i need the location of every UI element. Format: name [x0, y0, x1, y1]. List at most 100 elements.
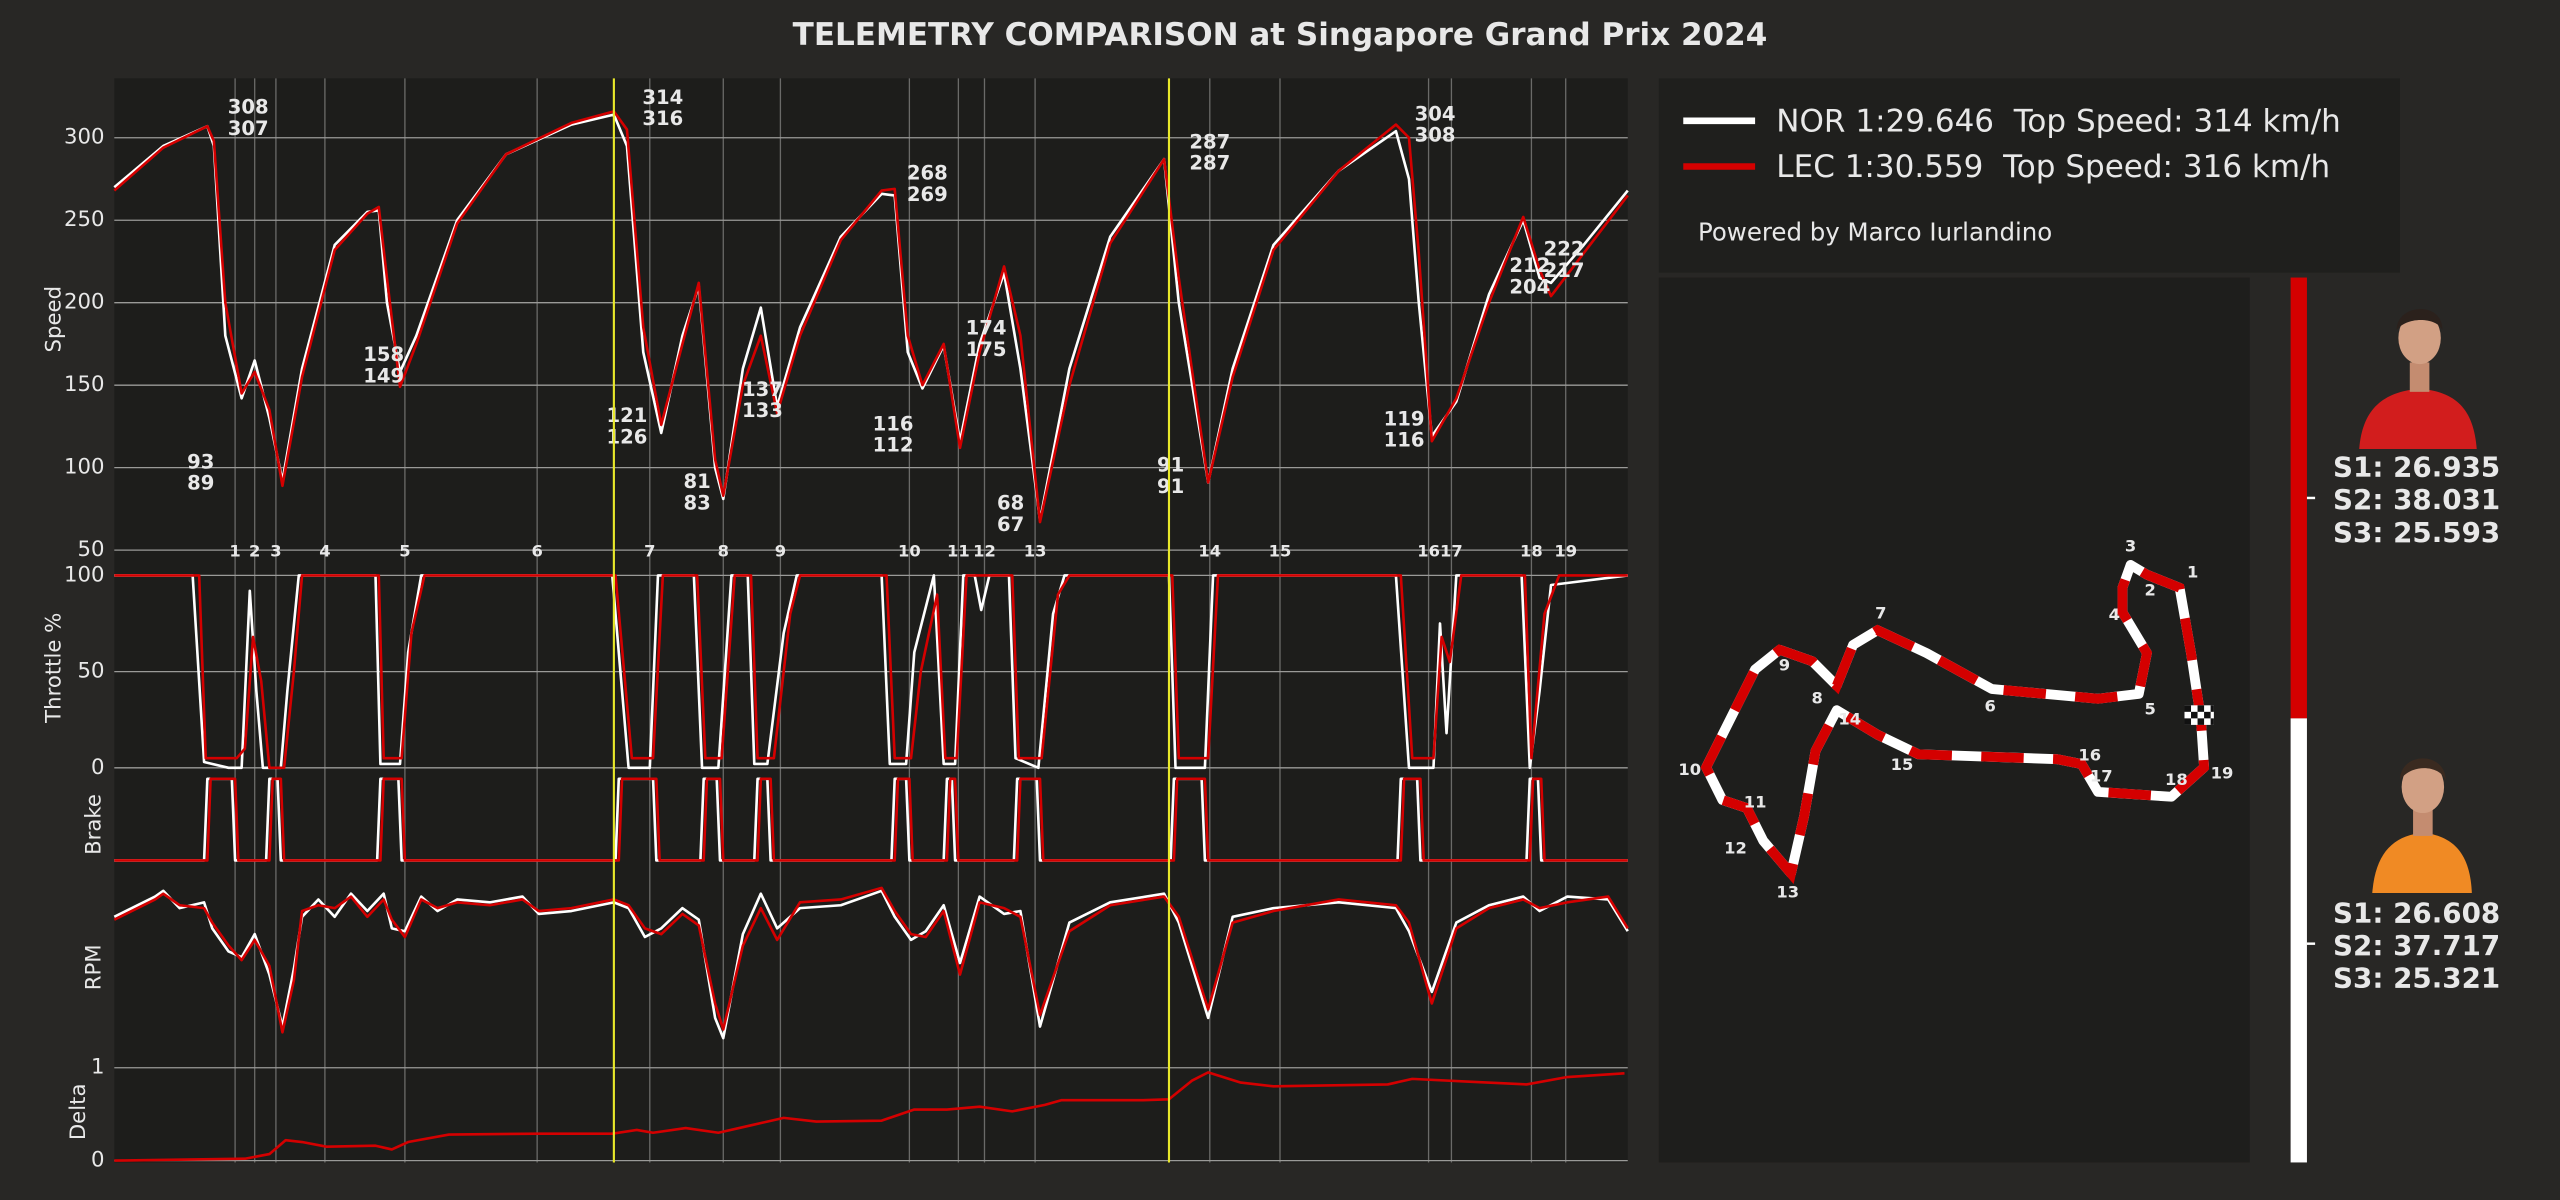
corner-label: 12 — [973, 541, 996, 560]
track-corner-label: 16 — [2078, 745, 2101, 764]
speed-label: 217 — [1544, 259, 1585, 282]
track-map — [1700, 557, 2214, 885]
series-line — [113, 886, 1629, 1034]
speed-label: 116 — [1384, 429, 1425, 452]
speed-label: 304 — [1415, 102, 1456, 125]
speed-label: 316 — [642, 107, 683, 130]
track-corner-label: 2 — [2145, 581, 2156, 600]
track-corner-label: 13 — [1776, 883, 1799, 902]
corner-label: 11 — [947, 541, 970, 560]
corner-label: 3 — [270, 541, 281, 560]
track-corner-label: 6 — [1985, 696, 1996, 715]
legend-label: NOR 1:29.646 Top Speed: 314 km/h — [1776, 103, 2341, 139]
corner-label: 14 — [1198, 541, 1221, 560]
corner-label: 5 — [399, 541, 410, 560]
speed-label: 287 — [1189, 152, 1230, 175]
speed-label: 119 — [1384, 407, 1425, 430]
y-tick-label: 200 — [64, 290, 105, 315]
track-dominance — [1700, 557, 2210, 885]
y-tick-label: 1 — [91, 1055, 105, 1080]
y-tick-label: 50 — [77, 659, 104, 684]
sector-time: S3: 25.593 — [2333, 516, 2500, 549]
speed-label: 308 — [1415, 124, 1456, 147]
corner-label: 15 — [1269, 541, 1292, 560]
speed-label: 91 — [1157, 475, 1184, 498]
speed-label: 212 — [1509, 254, 1550, 277]
y-tick-label: 100 — [64, 455, 105, 480]
y-axis-label: Speed — [42, 286, 67, 353]
speed-label: 126 — [607, 425, 648, 448]
corner-label: 13 — [1024, 541, 1047, 560]
track-corner-label: 7 — [1875, 603, 1886, 622]
y-tick-label: 100 — [64, 562, 105, 587]
driver-photo — [2372, 758, 2472, 894]
legend-label: LEC 1:30.559 Top Speed: 316 km/h — [1776, 149, 2330, 185]
driver-photo — [2359, 308, 2477, 449]
speed-label: 112 — [873, 434, 914, 457]
corner-label: 2 — [249, 541, 260, 560]
sector-time: S2: 38.031 — [2333, 483, 2500, 516]
speed-label: 93 — [187, 450, 214, 473]
corner-label: 8 — [718, 541, 729, 560]
y-tick-label: 300 — [64, 125, 105, 150]
speed-label: 149 — [363, 364, 404, 387]
track-corner-label: 4 — [2109, 605, 2120, 624]
speed-label: 133 — [742, 399, 783, 422]
y-tick-label: 0 — [91, 755, 105, 780]
track-corner-label: 8 — [1811, 688, 1822, 707]
series-line — [114, 574, 1628, 770]
corner-label: 18 — [1520, 541, 1543, 560]
track-corner-label: 1 — [2187, 563, 2198, 582]
speed-label: 222 — [1544, 238, 1585, 261]
series-line — [114, 574, 1628, 770]
series-line — [114, 1071, 1625, 1162]
track-panel — [1658, 277, 2250, 1163]
speed-label: 116 — [873, 412, 914, 435]
track-corner-label: 12 — [1724, 838, 1747, 857]
legend-box — [1658, 78, 2400, 273]
sector-time: S3: 25.321 — [2333, 962, 2500, 995]
track-corner-label: 15 — [1891, 755, 1914, 774]
track-corner-label: 5 — [2145, 700, 2156, 719]
speed-label: 91 — [1157, 454, 1184, 477]
speed-label: 67 — [997, 513, 1024, 536]
track-corner-label: 19 — [2211, 763, 2234, 782]
finish-flag — [2184, 705, 2214, 725]
y-axis-label: RPM — [82, 944, 107, 990]
speed-label: 121 — [607, 404, 648, 427]
series-lines — [113, 110, 1629, 1162]
track-corner-label: 3 — [2125, 536, 2136, 555]
speed-label: 81 — [684, 470, 711, 493]
track-corner-label: 11 — [1744, 793, 1767, 812]
corner-label: 19 — [1554, 541, 1577, 560]
sector-time: S2: 37.717 — [2333, 929, 2500, 962]
y-axis-label: Brake — [82, 794, 107, 855]
corner-label: 16 — [1417, 541, 1440, 560]
series-line — [114, 777, 1628, 862]
credit: Powered by Marco Iurlandino — [1698, 217, 2052, 246]
corner-label: 17 — [1440, 541, 1463, 560]
title: TELEMETRY COMPARISON at Singapore Grand … — [793, 17, 1768, 53]
corner-label: 9 — [775, 541, 786, 560]
comparison-bar — [2290, 718, 2307, 1163]
overlays: 1 2 3 4 5 6 7 8 9 10 11 12 13 14 15 16 17 18 1950100150200… — [42, 78, 1585, 1173]
speed-label: 174 — [966, 317, 1007, 340]
track-corner-label: 9 — [1779, 656, 1790, 675]
y-axis-label: Delta — [66, 1084, 91, 1141]
corner-label: 1 — [229, 541, 240, 560]
speed-label: 175 — [966, 338, 1007, 361]
track-corner-label: 17 — [2090, 767, 2113, 786]
speed-label: 204 — [1509, 275, 1550, 298]
speed-label: 307 — [228, 117, 269, 140]
track-corner-label: 14 — [1838, 709, 1861, 728]
comparison-bar — [2290, 277, 2307, 719]
speed-label: 68 — [997, 492, 1024, 515]
track-corner-label: 10 — [1678, 760, 1701, 779]
speed-label: 83 — [684, 491, 711, 514]
plots: 1 2 3 4 5 6 7 8 9 10 11 12 13 14 15 16 17 18 1950100150200… — [42, 78, 1629, 1173]
corner-label: 10 — [898, 541, 921, 560]
speed-label: 314 — [642, 86, 683, 109]
